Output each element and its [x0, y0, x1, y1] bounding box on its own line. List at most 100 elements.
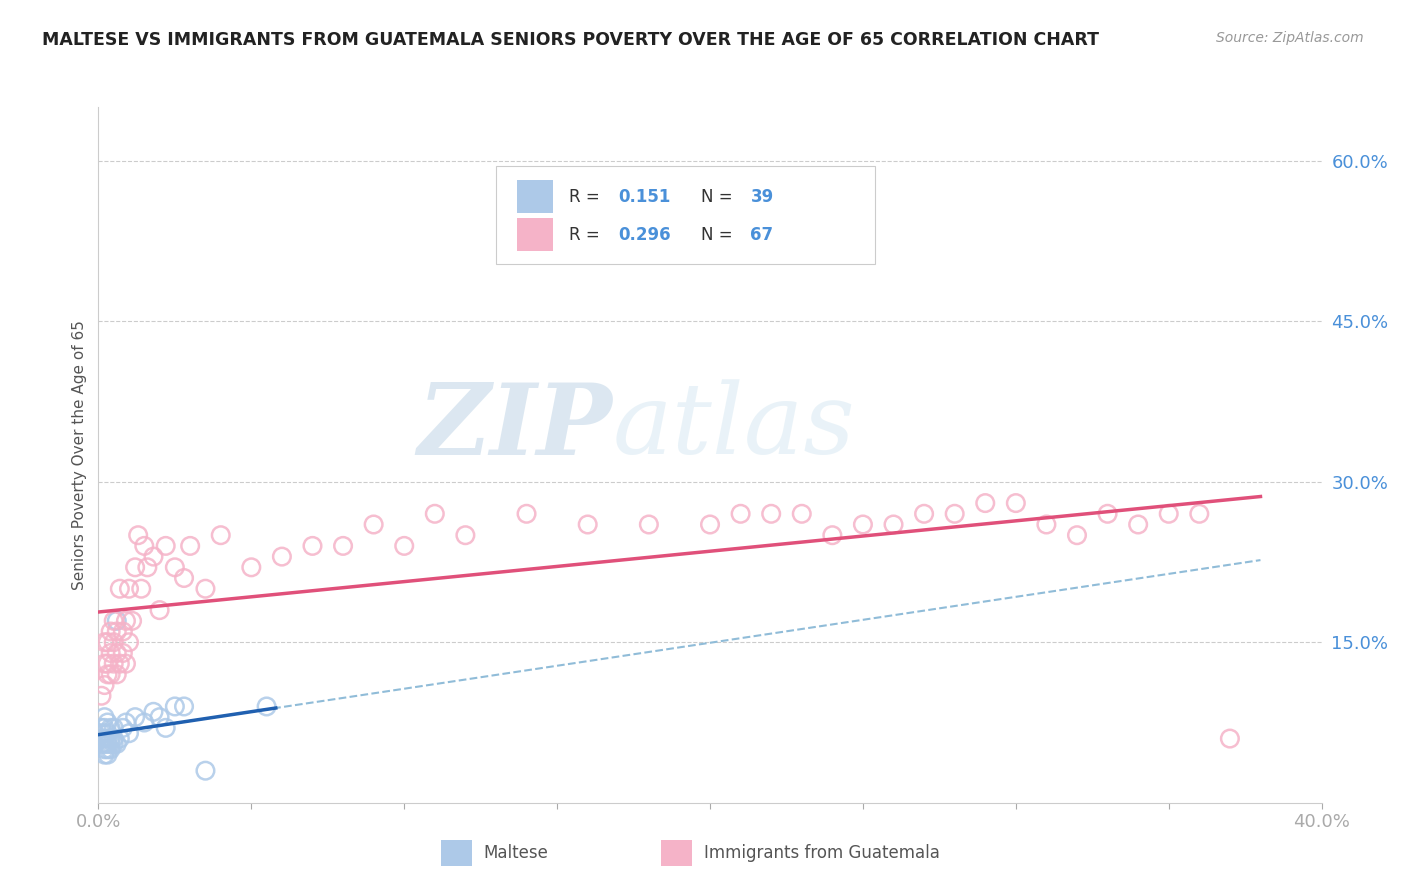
- Point: [97, 726, 120, 740]
- Point: [516, 507, 538, 521]
- Point: [194, 582, 217, 596]
- Point: [108, 731, 131, 746]
- Point: [118, 726, 141, 740]
- Point: [97, 731, 120, 746]
- Point: [173, 699, 195, 714]
- Point: [100, 742, 122, 756]
- Point: [108, 582, 131, 596]
- Point: [90, 689, 112, 703]
- Point: [883, 517, 905, 532]
- Point: [100, 721, 122, 735]
- Point: [209, 528, 232, 542]
- Point: [127, 528, 149, 542]
- Point: [121, 614, 143, 628]
- Point: [363, 517, 385, 532]
- Point: [821, 528, 844, 542]
- Point: [163, 699, 186, 714]
- FancyBboxPatch shape: [517, 180, 554, 213]
- FancyBboxPatch shape: [441, 839, 471, 866]
- Point: [93, 747, 115, 762]
- Point: [97, 742, 120, 756]
- Point: [974, 496, 997, 510]
- Point: [90, 726, 112, 740]
- Point: [97, 747, 120, 762]
- Point: [90, 737, 112, 751]
- Point: [142, 705, 165, 719]
- Point: [155, 539, 177, 553]
- Point: [852, 517, 875, 532]
- Point: [103, 721, 125, 735]
- Text: 0.296: 0.296: [619, 226, 671, 244]
- Point: [100, 667, 122, 681]
- Point: [332, 539, 354, 553]
- Point: [111, 624, 134, 639]
- Point: [1066, 528, 1088, 542]
- Point: [97, 737, 120, 751]
- Point: [699, 517, 721, 532]
- Point: [90, 721, 112, 735]
- Point: [423, 507, 446, 521]
- Point: [100, 737, 122, 751]
- Text: Maltese: Maltese: [484, 844, 548, 862]
- Point: [1188, 507, 1211, 521]
- Text: R =: R =: [569, 188, 606, 206]
- Point: [730, 507, 752, 521]
- Point: [124, 710, 146, 724]
- Point: [149, 603, 172, 617]
- Point: [97, 635, 120, 649]
- Point: [943, 507, 966, 521]
- Text: Immigrants from Guatemala: Immigrants from Guatemala: [704, 844, 939, 862]
- Text: 67: 67: [751, 226, 773, 244]
- Point: [97, 715, 120, 730]
- Point: [1128, 517, 1150, 532]
- Point: [108, 657, 131, 671]
- Point: [912, 507, 935, 521]
- Point: [105, 624, 128, 639]
- Text: ZIP: ZIP: [418, 379, 612, 475]
- Point: [103, 635, 125, 649]
- Point: [179, 539, 201, 553]
- Point: [111, 646, 134, 660]
- Point: [136, 560, 159, 574]
- Point: [100, 731, 122, 746]
- Point: [103, 731, 125, 746]
- FancyBboxPatch shape: [496, 166, 875, 263]
- Text: atlas: atlas: [612, 379, 855, 475]
- Point: [103, 657, 125, 671]
- Point: [100, 624, 122, 639]
- Text: R =: R =: [569, 226, 606, 244]
- Point: [759, 507, 782, 521]
- Point: [93, 710, 115, 724]
- Text: Source: ZipAtlas.com: Source: ZipAtlas.com: [1216, 31, 1364, 45]
- Point: [149, 710, 172, 724]
- Y-axis label: Seniors Poverty Over the Age of 65: Seniors Poverty Over the Age of 65: [72, 320, 87, 590]
- Point: [93, 678, 115, 692]
- Point: [194, 764, 217, 778]
- Point: [454, 528, 477, 542]
- Point: [97, 657, 120, 671]
- Point: [93, 721, 115, 735]
- Point: [1035, 517, 1057, 532]
- Point: [105, 737, 128, 751]
- Point: [93, 635, 115, 649]
- Point: [93, 737, 115, 751]
- Point: [118, 635, 141, 649]
- Point: [134, 539, 156, 553]
- Point: [163, 560, 186, 574]
- Point: [111, 721, 134, 735]
- Point: [790, 507, 813, 521]
- Point: [105, 646, 128, 660]
- Point: [115, 657, 138, 671]
- Text: 0.151: 0.151: [619, 188, 671, 206]
- Point: [301, 539, 323, 553]
- Point: [142, 549, 165, 564]
- Point: [1219, 731, 1241, 746]
- Point: [93, 726, 115, 740]
- Point: [1157, 507, 1180, 521]
- Point: [115, 715, 138, 730]
- Point: [90, 731, 112, 746]
- Point: [97, 667, 120, 681]
- Point: [93, 657, 115, 671]
- Point: [105, 667, 128, 681]
- FancyBboxPatch shape: [517, 218, 554, 252]
